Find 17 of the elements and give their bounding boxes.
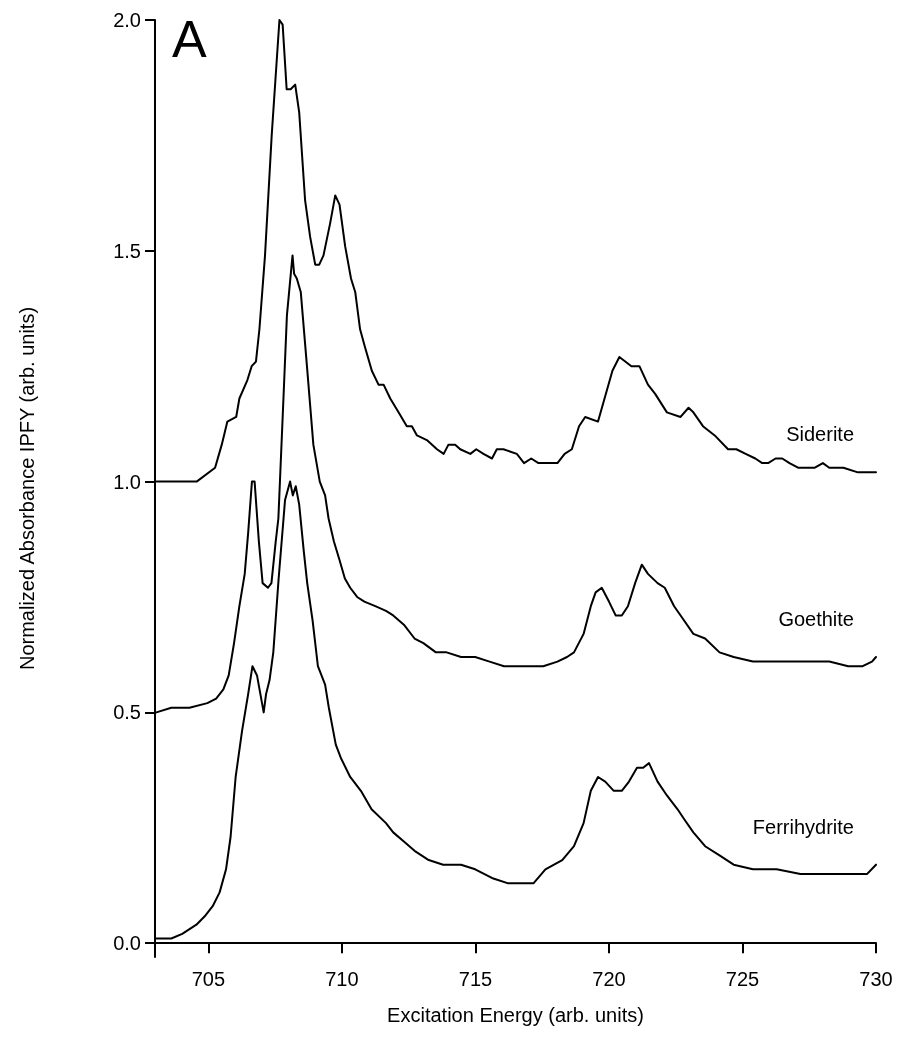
y-tick-label: 1.5 <box>113 239 141 262</box>
chart-title: A <box>172 10 207 68</box>
x-tick-label: 720 <box>592 968 626 990</box>
y-tick-label: 0.5 <box>113 701 141 724</box>
series-label: Ferrihydrite <box>752 815 854 838</box>
x-tick-label: 715 <box>458 968 493 990</box>
x-axis-title: Excitation Energy (arb. units) <box>387 1004 644 1026</box>
y-tick-label: 2.0 <box>113 9 141 31</box>
x-tick-label: 725 <box>725 968 760 990</box>
x-tick-label: 730 <box>859 968 893 990</box>
y-tick-label: 0.0 <box>113 932 141 955</box>
x-tick-label: 705 <box>191 968 226 990</box>
y-axis-title: Normalized Absorbance IPFY (arb. units) <box>16 306 38 671</box>
y-tick-label: 1.0 <box>113 470 141 493</box>
series-label: Siderite <box>786 423 854 446</box>
series-label: Goethite <box>778 607 854 630</box>
x-tick-label: 710 <box>325 968 359 990</box>
